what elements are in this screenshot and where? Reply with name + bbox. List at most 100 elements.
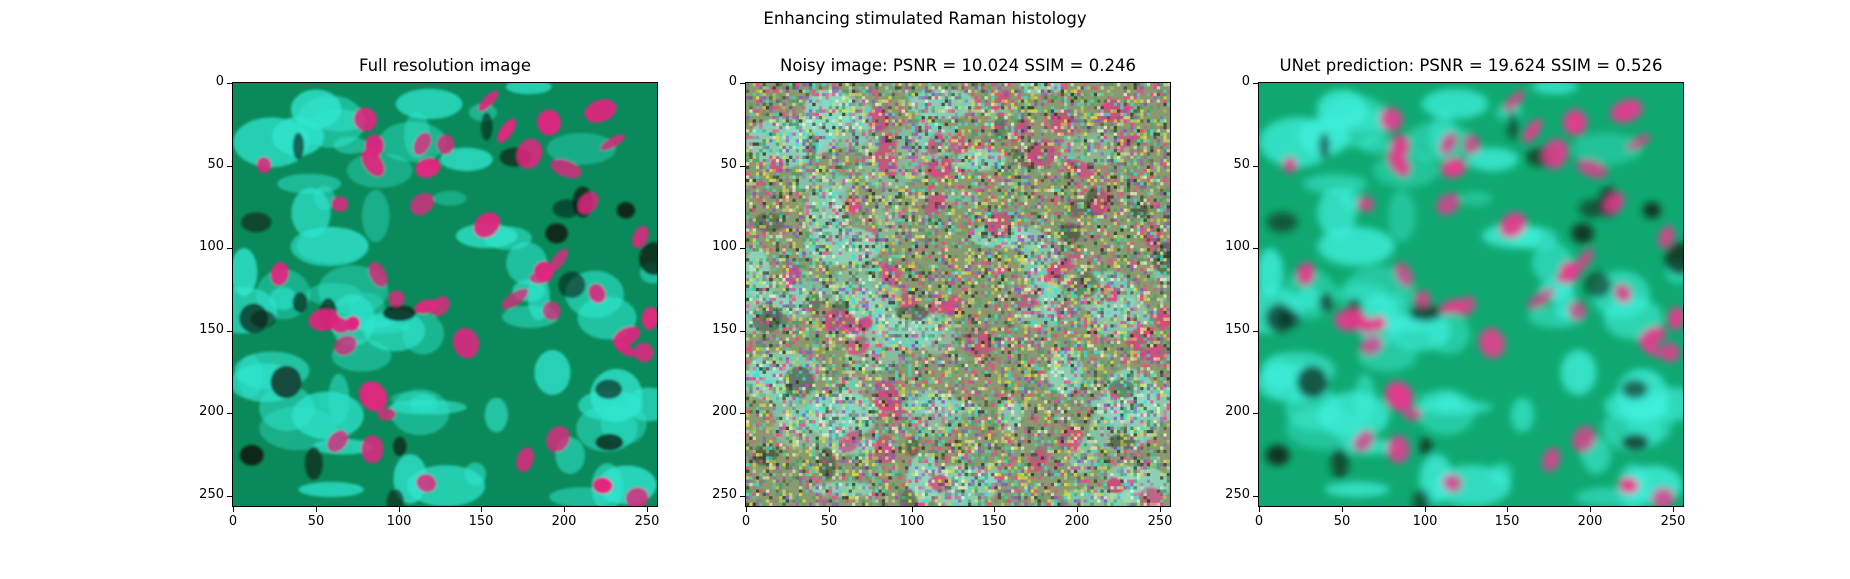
y-tick-label: 0 [728,74,737,89]
nucleus [1394,262,1414,288]
x-tick-label: 150 [981,514,1007,529]
x-tick-mark [1507,507,1508,512]
nucleus [1462,134,1481,155]
nucleus [537,109,561,136]
nucleus [377,408,396,421]
nucleus [1442,473,1463,493]
dark-region [595,379,623,399]
dark-region [595,433,624,451]
y-tick-label: 50 [207,157,224,172]
dark-region [480,112,493,141]
cytoplasm-region [1303,173,1368,194]
dark-region [304,446,323,480]
nucleus [1563,109,1587,136]
cytoplasm-region [395,88,463,120]
dark-region [292,292,308,313]
dark-region [1330,446,1349,480]
cytoplasm-region [1317,187,1357,238]
x-tick-label: 0 [741,514,751,529]
cytoplasm-region [410,393,438,413]
nucleus [1614,283,1632,304]
x-tick-label: 150 [468,514,494,529]
dark-region [1584,271,1612,299]
cytoplasm-region [1560,350,1597,395]
nucleus [334,335,357,356]
nucleus [1357,196,1375,212]
nucleus [1379,107,1403,132]
x-tick-mark [647,507,648,512]
y-tick-mark [740,413,745,414]
cytoplasm-region [1324,481,1390,498]
figure-suptitle: Enhancing stimulated Raman histology [763,9,1087,28]
y-tick-label: 50 [1233,157,1250,172]
nucleus [1542,447,1561,473]
dark-region [1571,223,1594,244]
y-tick-label: 200 [712,404,737,419]
cytoplasm-region [296,227,369,264]
y-tick-mark [740,83,745,84]
nucleus [413,132,432,156]
cytoplasm-region [1531,83,1578,95]
y-tick-mark [227,331,232,332]
cytoplasm-region [362,189,390,243]
nucleus [548,248,568,273]
x-tick-mark [1342,507,1343,512]
nucleus [353,107,377,132]
nucleus [1441,157,1467,178]
image-axes [1258,82,1684,507]
cytoplasm-region [1603,296,1663,340]
nucleus [388,290,405,307]
y-tick-mark [1253,413,1258,414]
panel-noisy: Noisy image: PSNR = 10.024 SSIM = 0.246 … [0,0,1172,529]
nucleus [1626,134,1651,151]
nucleus [1360,335,1383,356]
cytoplasm-region [298,481,364,498]
x-tick-label: 50 [820,514,838,529]
cytoplasm-region [290,89,342,129]
nucleus [1353,430,1375,453]
nucleus [588,283,606,304]
nucleus [368,262,388,288]
x-tick-mark [746,507,747,512]
nucleus [1414,290,1431,307]
nucleus [840,430,862,453]
cytoplasm-region [1322,227,1395,264]
x-tick-mark [564,507,565,512]
cytoplasm-region [790,173,855,194]
nucleus [1282,156,1298,174]
nucleus [331,196,349,212]
dark-region [240,212,272,233]
cytoplasm-region [433,190,467,206]
dark-region [1318,292,1334,313]
nucleus [1499,212,1527,238]
y-tick-label: 200 [1225,404,1250,419]
cytoplasm-region [277,173,342,194]
y-tick-mark [1253,331,1258,332]
x-tick-label: 200 [551,514,577,529]
x-tick-label: 200 [1064,514,1090,529]
x-tick-mark [1425,507,1426,512]
dark-region [1621,379,1649,399]
y-tick-label: 150 [199,322,224,337]
nucleus [1478,327,1506,359]
dark-region [270,365,302,399]
y-tick-mark [1253,83,1258,84]
nucleus [416,473,437,493]
nucleus [516,138,543,169]
x-tick-mark [233,507,234,512]
dark-region [239,445,264,466]
x-tick-label: 100 [899,514,925,529]
cytoplasm-region [402,312,445,355]
panel-full-resolution: Full resolution image 0 50 100 150 200 250 0 50… [0,0,659,529]
cytoplasm-region [292,391,364,440]
cytoplasm-region [1421,88,1489,120]
cytoplasm-region [578,390,644,421]
y-tick-label: 250 [199,487,224,502]
dark-region [393,436,407,457]
nucleus [1658,225,1675,249]
dark-region [1506,112,1519,141]
dark-region [1318,132,1331,160]
dark-region [638,242,657,276]
dark-region [382,305,416,322]
